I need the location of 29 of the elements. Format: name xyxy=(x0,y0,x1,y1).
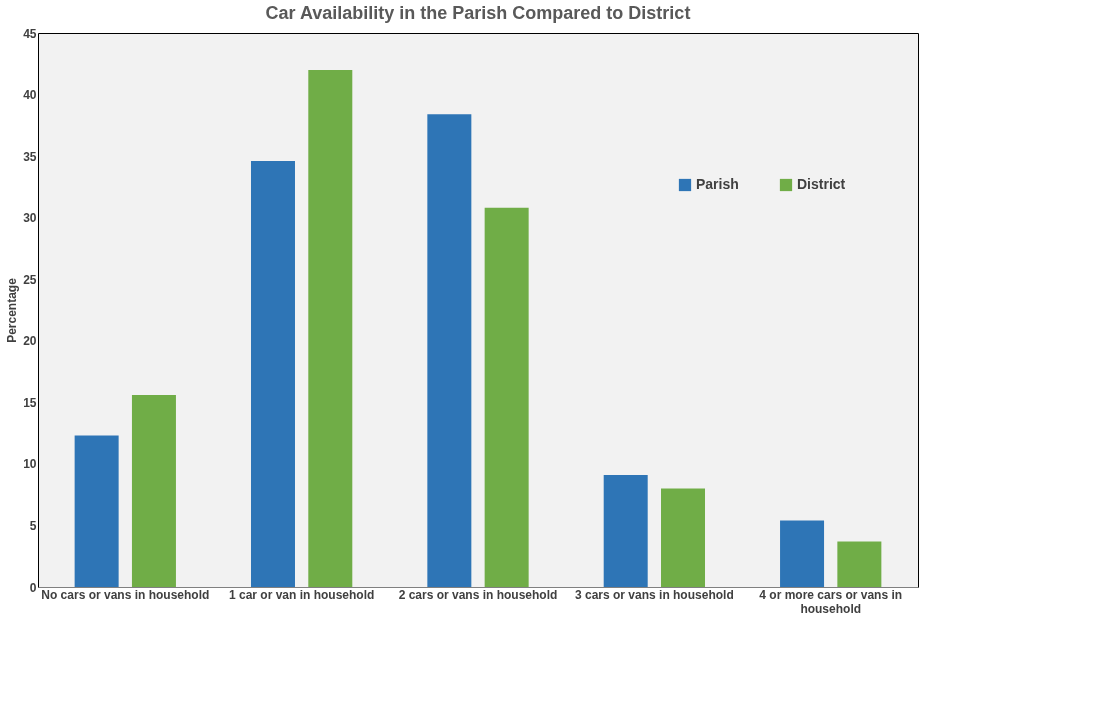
y-tick-label: 40 xyxy=(23,88,37,103)
y-tick-label: 45 xyxy=(23,26,37,41)
bar xyxy=(780,520,825,587)
bar xyxy=(74,435,119,587)
bar xyxy=(250,161,295,587)
x-tick-label: 4 or more cars or vans in household xyxy=(759,587,903,616)
x-tick-label: No cars or vans in household xyxy=(41,587,210,602)
legend-label: District xyxy=(797,176,846,192)
y-tick-label: 5 xyxy=(29,518,37,533)
y-tick-label: 0 xyxy=(29,580,37,595)
y-tick-label: 25 xyxy=(23,272,37,287)
bar xyxy=(661,488,706,587)
bar xyxy=(427,114,472,587)
y-tick-label: 30 xyxy=(23,211,37,226)
y-tick-label: 20 xyxy=(23,334,37,349)
y-tick-label: 35 xyxy=(23,149,37,164)
x-tick-label: 3 cars or vans in household xyxy=(574,587,734,602)
bar xyxy=(603,474,648,587)
chart-title: Car Availability in the Parish Compared to District xyxy=(265,3,691,23)
bar xyxy=(484,207,529,587)
x-tick-label: 2 cars or vans in household xyxy=(398,587,558,602)
bar xyxy=(131,394,176,587)
x-tick-label: 1 car or van in household xyxy=(228,587,375,602)
legend-label: Parish xyxy=(696,176,739,192)
y-axis-title: Percentage xyxy=(5,277,20,343)
y-tick-label: 10 xyxy=(23,457,37,472)
bar xyxy=(308,69,353,587)
bar xyxy=(837,541,882,587)
y-tick-label: 15 xyxy=(23,395,37,410)
